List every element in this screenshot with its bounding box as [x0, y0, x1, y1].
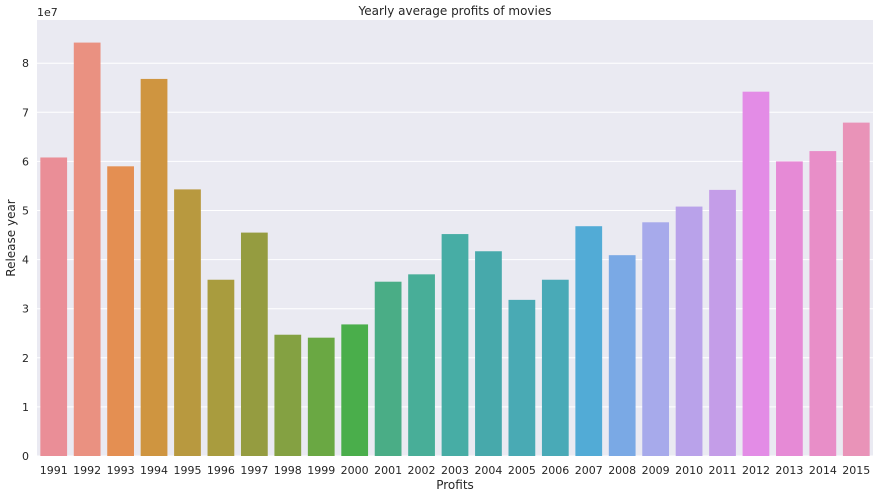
x-tick-label: 2001	[374, 464, 402, 477]
bar-2006	[541, 279, 569, 456]
bar-2001	[374, 281, 402, 456]
x-tick-label: 2008	[608, 464, 636, 477]
chart-title: Yearly average profits of movies	[357, 4, 551, 18]
x-tick-labels: 1991 1992 1993 1994 1995 1996 1997 1998 1999 2000…	[40, 464, 871, 477]
x-tick-label: 2011	[709, 464, 737, 477]
x-tick-label: 2003	[441, 464, 469, 477]
y-axis-label: Release year	[4, 199, 18, 277]
bar-2014	[809, 151, 837, 456]
bar-2000	[341, 324, 369, 456]
bar-1994	[140, 78, 168, 457]
bar-1996	[207, 279, 235, 456]
x-tick-label: 1992	[73, 464, 101, 477]
bar-2003	[441, 234, 469, 456]
bar-2008	[608, 255, 636, 456]
x-tick-label: 1995	[173, 464, 201, 477]
x-tick-label: 1998	[274, 464, 302, 477]
y-offset-label: 1e7	[37, 6, 58, 19]
y-tick-label: 8	[22, 57, 29, 70]
bar-1998	[274, 334, 302, 456]
y-tick-label: 5	[22, 205, 29, 218]
bar-2010	[675, 206, 703, 456]
x-tick-label: 2015	[842, 464, 870, 477]
x-tick-label: 1993	[107, 464, 135, 477]
bar-2002	[408, 274, 435, 456]
x-tick-label: 1996	[207, 464, 235, 477]
x-tick-label: 2005	[508, 464, 536, 477]
bar-1997	[240, 232, 268, 456]
bar-2004	[475, 251, 502, 456]
y-tick-labels: 0 1 2 3 4 5 6 7 8	[22, 57, 29, 463]
x-tick-label: 1994	[140, 464, 168, 477]
bars	[40, 42, 870, 457]
y-tick-label: 1	[22, 401, 29, 414]
bar-2013	[776, 161, 803, 457]
y-tick-label: 6	[22, 155, 29, 168]
bar-2011	[709, 189, 736, 457]
bar-1991	[40, 157, 68, 456]
x-tick-label: 2004	[474, 464, 502, 477]
bar-2015	[842, 122, 870, 456]
bar-1993	[107, 166, 134, 457]
x-tick-label: 2006	[541, 464, 569, 477]
y-tick-label: 3	[22, 303, 29, 316]
x-tick-label: 2014	[809, 464, 837, 477]
bar-1999	[307, 337, 335, 456]
bar-2007	[575, 226, 603, 456]
y-tick-label: 2	[22, 352, 29, 365]
bar-1992	[73, 42, 101, 457]
x-tick-label: 1999	[307, 464, 335, 477]
bar-2012	[742, 91, 770, 456]
x-tick-label: 2002	[408, 464, 436, 477]
bar-2005	[508, 299, 536, 456]
x-tick-label: 2010	[675, 464, 703, 477]
y-tick-label: 7	[22, 106, 29, 119]
x-tick-label: 2012	[742, 464, 770, 477]
x-axis-label: Profits	[436, 478, 474, 492]
y-tick-label: 4	[22, 254, 29, 267]
x-tick-label: 2000	[341, 464, 369, 477]
x-tick-label: 1991	[40, 464, 68, 477]
x-tick-label: 2013	[775, 464, 803, 477]
x-tick-label: 2009	[642, 464, 670, 477]
x-tick-label: 2007	[575, 464, 603, 477]
x-tick-label: 1997	[240, 464, 268, 477]
bar-1995	[174, 189, 201, 456]
bar-2009	[642, 222, 670, 456]
y-tick-label: 0	[22, 450, 29, 463]
